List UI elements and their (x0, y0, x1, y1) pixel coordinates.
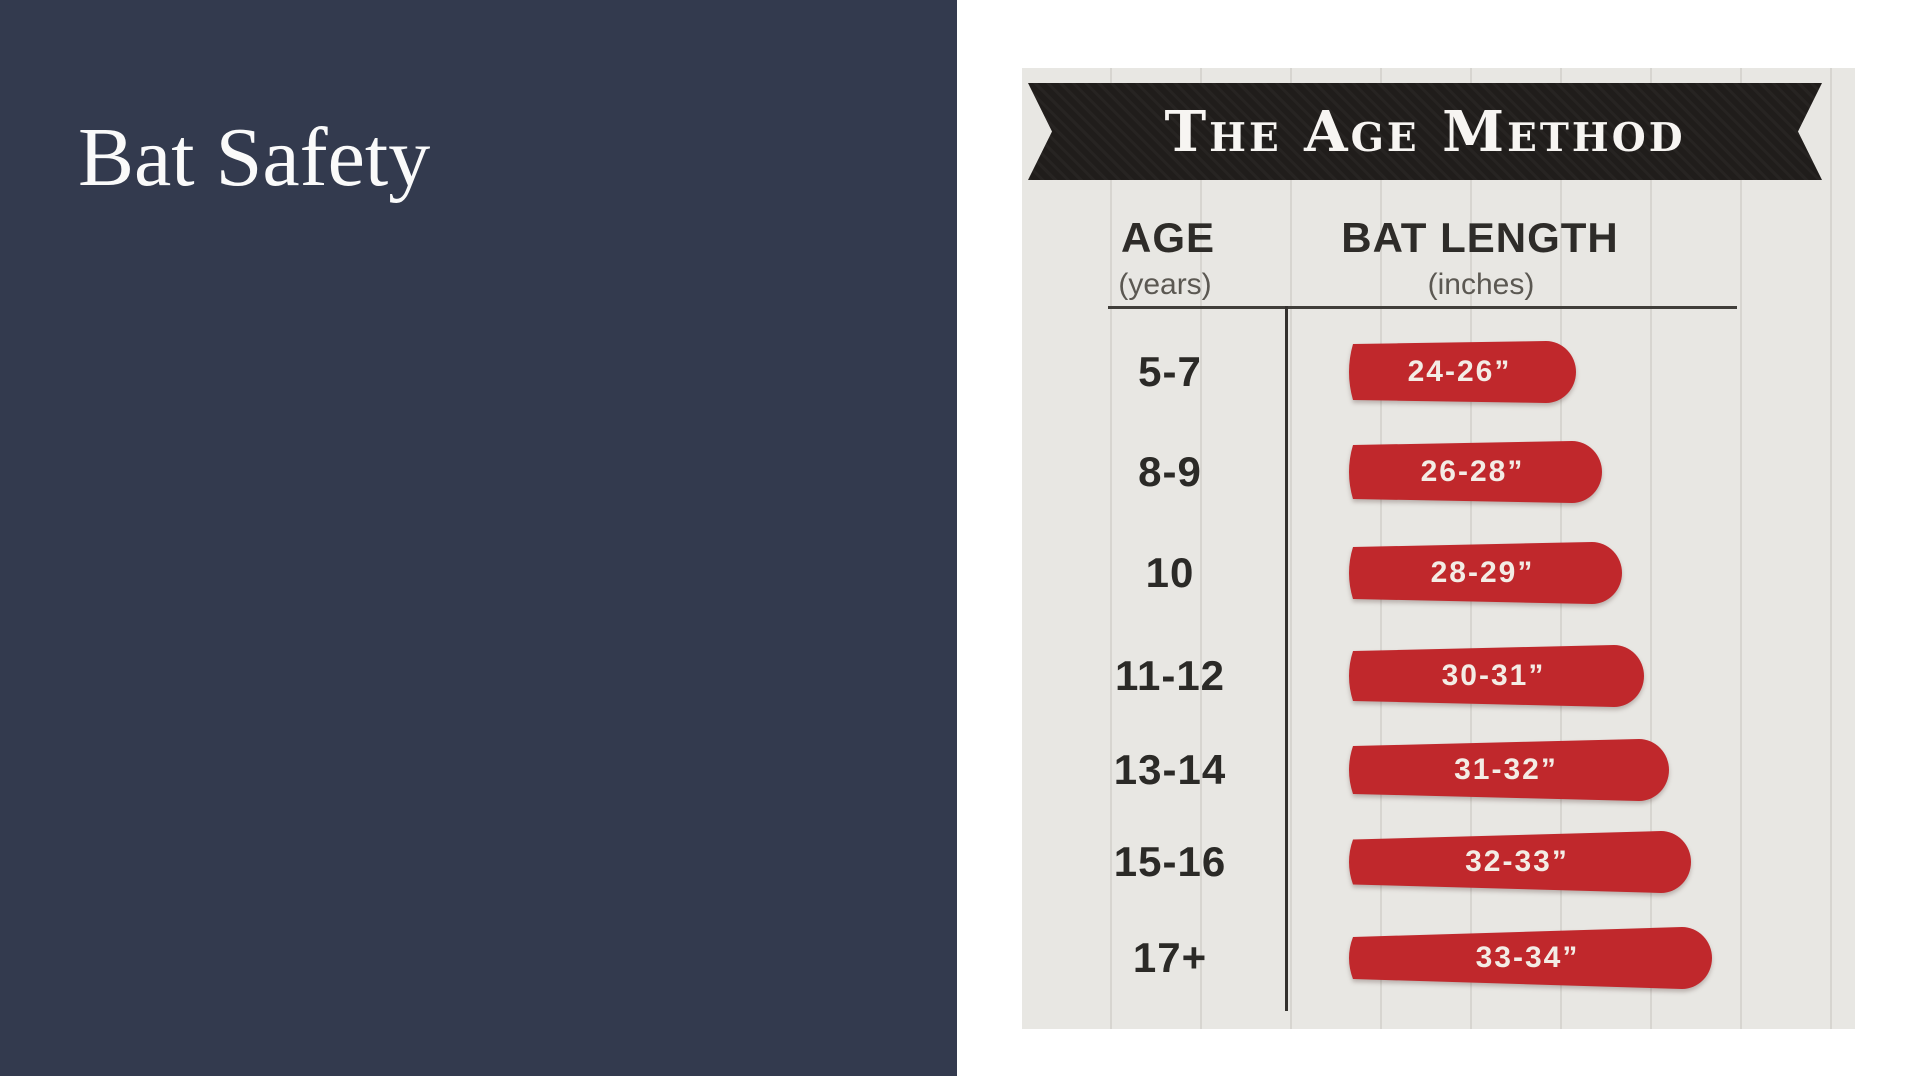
bat-length-value: 31-32” (1454, 753, 1558, 786)
bat-shape-icon (1349, 645, 1644, 707)
age-value: 17+ (1132, 934, 1208, 981)
bat-bar: 33-34” (1343, 923, 1712, 993)
bat-bar: 26-28” (1343, 437, 1602, 507)
table-row: 13-14 31-32” (1022, 721, 1855, 819)
bat-bar: 30-31” (1343, 641, 1644, 711)
bat-shape-icon (1349, 441, 1602, 503)
bat-length-value: 26-28” (1420, 455, 1525, 488)
bat-bar: 28-29” (1343, 538, 1622, 608)
age-value: 13-14 (1113, 746, 1227, 793)
age-column-subheader: (years) (1118, 268, 1212, 301)
bat-length-value: 30-31” (1441, 659, 1546, 692)
bat-shape-icon (1349, 341, 1576, 403)
bat-shape-icon (1349, 927, 1712, 989)
bat-shape-icon (1349, 739, 1669, 801)
table-row: 10 28-29” (1022, 524, 1855, 622)
age-value: 10 (1145, 549, 1195, 596)
bat-bar: 32-33” (1343, 827, 1691, 897)
table-row: 15-16 32-33” (1022, 813, 1855, 911)
bat-length-value: 32-33” (1465, 845, 1569, 878)
age-value: 8-9 (1138, 448, 1202, 495)
age-column-header: AGE (1120, 214, 1216, 261)
bat-bar: 31-32” (1343, 735, 1669, 805)
table-row: 11-12 30-31” (1022, 627, 1855, 725)
bat-shape-icon (1349, 831, 1691, 893)
bat-length-value: 33-34” (1475, 941, 1580, 974)
ribbon-banner: The Age Method (1028, 83, 1822, 180)
slide-title: Bat Safety (78, 111, 431, 204)
header-divider-line (1108, 306, 1737, 309)
bat-length-column-header: BAT LENGTH (1341, 214, 1619, 261)
slide-left-panel: Bat Safety (0, 0, 957, 1076)
infographic-title: The Age Method (1164, 98, 1686, 165)
table-row: 17+ 33-34” (1022, 909, 1855, 1007)
bat-length-value: 24-26” (1407, 355, 1512, 388)
age-method-infographic: The Age Method AGE (years) BAT LENGTH (i… (1022, 68, 1855, 1029)
table-row: 8-9 26-28” (1022, 423, 1855, 521)
column-divider-line (1285, 306, 1288, 1011)
age-value: 11-12 (1114, 652, 1226, 699)
age-value: 5-7 (1138, 348, 1202, 395)
bat-shape-icon (1349, 542, 1622, 604)
table-row: 5-7 24-26” (1022, 323, 1855, 421)
bat-length-value: 28-29” (1430, 556, 1535, 589)
bat-length-column-subheader: (inches) (1427, 268, 1535, 301)
age-value: 15-16 (1113, 838, 1227, 885)
bat-bar: 24-26” (1343, 337, 1576, 407)
